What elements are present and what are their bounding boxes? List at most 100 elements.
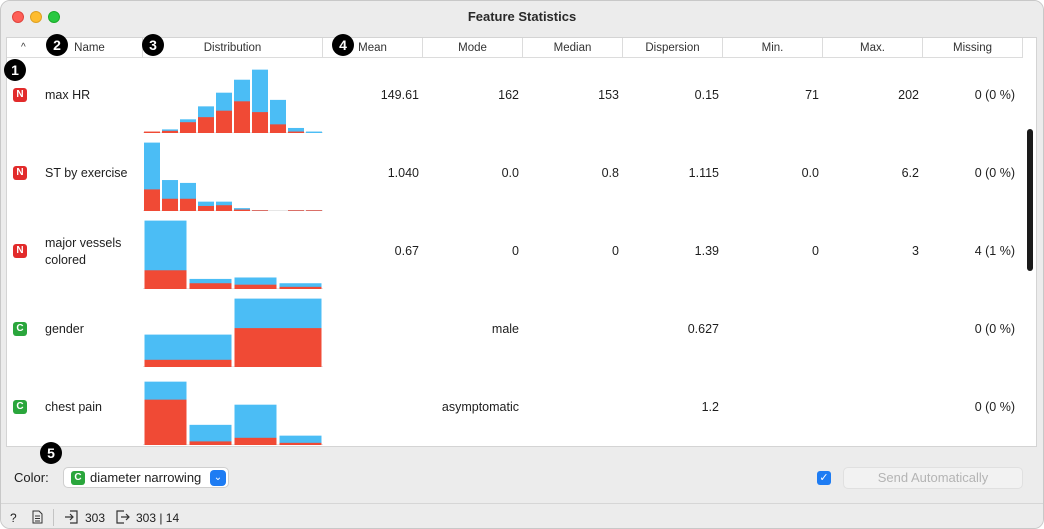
column-header-median[interactable]: Median <box>523 38 623 58</box>
table-row[interactable]: N major vessels colored 0.67 0 0 1.39 0 … <box>7 214 1023 292</box>
report-icon[interactable] <box>32 510 43 524</box>
output-icon <box>116 510 130 524</box>
column-header-mean[interactable]: Mean <box>323 38 423 58</box>
histogram-bar-red <box>180 122 196 133</box>
missing-value: 0 (0 %) <box>974 166 1015 180</box>
feature-name: ST by exercise <box>45 166 128 180</box>
histogram-bar-red <box>198 205 214 211</box>
checkmark-icon: ✓ <box>819 472 829 484</box>
min-value: 0 <box>812 244 819 258</box>
status-bar: ? 303 303 | 14 <box>1 503 1043 528</box>
distribution-histogram <box>143 381 323 445</box>
table-row[interactable]: N max HR 149.61 162 153 0.15 71 202 0 (0… <box>7 58 1023 136</box>
callout-marker-4: 4 <box>332 34 354 56</box>
histogram-bar-red <box>234 101 250 133</box>
mean-value: 1.040 <box>387 166 419 180</box>
missing-value: 0 (0 %) <box>974 400 1015 414</box>
callout-marker-1: 1 <box>4 59 26 81</box>
max-value: 3 <box>912 244 919 258</box>
minimize-window-button[interactable] <box>30 11 42 23</box>
mean-value: 149.61 <box>380 88 419 102</box>
table-header: ^ Name Distribution Mean Mode Median Dis… <box>7 38 1023 58</box>
histogram-bar-red <box>162 130 178 133</box>
categorical-type-badge: C <box>13 400 27 414</box>
histogram-bar-blue <box>306 131 322 133</box>
send-automatically-button[interactable]: Send Automatically <box>843 467 1023 489</box>
table-row[interactable]: C gender male 0.627 0 (0 %) <box>7 292 1023 370</box>
distribution-histogram <box>143 298 323 367</box>
histogram-bar-red <box>189 441 232 445</box>
histogram-bar-red <box>216 110 232 133</box>
maximize-window-button[interactable] <box>48 11 60 23</box>
histogram-bar-blue <box>189 424 232 445</box>
min-value: 71 <box>805 88 819 102</box>
help-icon[interactable]: ? <box>10 511 17 525</box>
max-value: 202 <box>898 88 919 102</box>
chevron-down-icon[interactable]: ⌄ <box>210 470 226 486</box>
table-row[interactable]: N ST by exercise 1.040 0.0 0.8 1.115 0.0… <box>7 136 1023 214</box>
dispersion-value: 1.115 <box>688 166 719 180</box>
color-label: Color: <box>14 470 49 485</box>
histogram-bar-red <box>234 284 277 289</box>
mean-value: 0.67 <box>394 244 419 258</box>
histogram-bar-red <box>144 189 160 211</box>
histogram-bar-red <box>234 328 322 367</box>
min-value: 0.0 <box>801 166 819 180</box>
column-header-distribution[interactable]: Distribution <box>143 38 323 58</box>
column-header-dispersion[interactable]: Dispersion <box>623 38 723 58</box>
output-count: 303 | 14 <box>136 511 180 525</box>
histogram-bar-red <box>234 437 277 445</box>
column-header-min[interactable]: Min. <box>723 38 823 58</box>
dispersion-value: 0.15 <box>694 88 719 102</box>
missing-value: 0 (0 %) <box>974 88 1015 102</box>
mode-value: 0 <box>512 244 519 258</box>
vertical-scrollbar[interactable] <box>1027 129 1033 271</box>
median-value: 0.8 <box>601 166 619 180</box>
histogram-bar-red <box>252 210 268 211</box>
color-select[interactable]: C diameter narrowing ⌄ <box>63 467 229 488</box>
histogram-bar-red <box>216 205 232 211</box>
histogram-bar-red <box>270 124 286 133</box>
column-header-missing[interactable]: Missing <box>923 38 1023 58</box>
max-value: 6.2 <box>901 166 919 180</box>
mode-value: 162 <box>498 88 519 102</box>
feature-table[interactable]: ^ Name Distribution Mean Mode Median Dis… <box>6 37 1037 447</box>
dispersion-value: 0.627 <box>687 322 719 336</box>
send-automatically-checkbox[interactable]: ✓ <box>817 471 831 485</box>
mode-value: asymptomatic <box>441 400 519 414</box>
histogram-bar-red <box>144 270 187 289</box>
callout-marker-2: 2 <box>46 34 68 56</box>
column-header-max[interactable]: Max. <box>823 38 923 58</box>
color-select-value: diameter narrowing <box>90 470 202 485</box>
histogram-bar-red <box>252 112 268 133</box>
histogram-bar-red <box>144 131 160 133</box>
column-header-mode[interactable]: Mode <box>423 38 523 58</box>
histogram-bar-red <box>306 210 322 211</box>
histogram-bar-blue <box>279 435 322 445</box>
feature-name: max HR <box>45 88 91 102</box>
histogram-bar-red <box>198 117 214 133</box>
feature-name: gender <box>45 322 84 336</box>
missing-value: 4 (1 %) <box>974 244 1015 258</box>
feature-name: major vessels colored <box>45 236 122 267</box>
close-window-button[interactable] <box>12 11 24 23</box>
table-row[interactable]: C chest pain asymptomatic 1.2 0 (0 %) <box>7 370 1023 446</box>
histogram-bar-blue <box>279 283 322 289</box>
histogram-bar-red <box>180 198 196 211</box>
missing-value: 0 (0 %) <box>974 322 1015 336</box>
histogram-bar-red <box>144 359 232 367</box>
categorical-type-badge: C <box>71 471 85 485</box>
numeric-type-badge: N <box>13 88 27 102</box>
window-title: Feature Statistics <box>467 9 577 24</box>
distribution-histogram <box>143 142 323 211</box>
histogram-bar-blue <box>234 277 277 289</box>
numeric-type-badge: N <box>13 244 27 258</box>
callout-marker-3: 3 <box>142 34 164 56</box>
median-value: 0 <box>612 244 619 258</box>
histogram-bar-red <box>279 286 322 289</box>
histogram-bar-red <box>234 209 250 211</box>
histogram-bar-red <box>279 442 322 445</box>
median-value: 153 <box>598 88 619 102</box>
sort-indicator[interactable]: ^ <box>21 42 26 53</box>
